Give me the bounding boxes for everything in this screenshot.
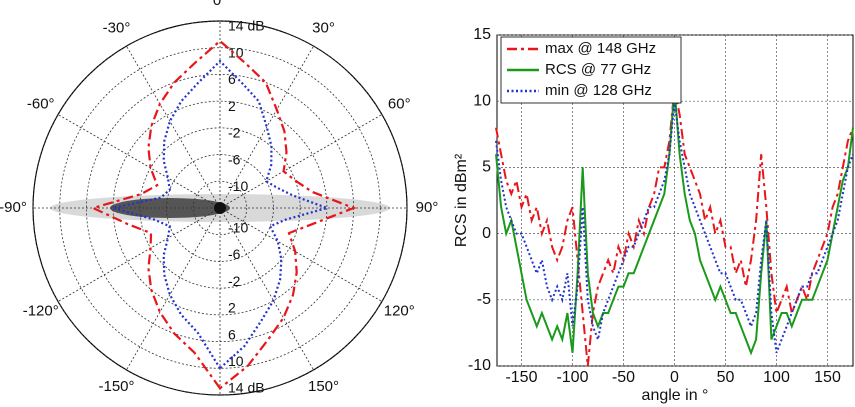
angle-tick-label: -120° bbox=[23, 302, 59, 319]
radial-tick-label: -10 bbox=[228, 178, 248, 194]
radial-tick-label: 10 bbox=[228, 44, 244, 60]
x-tick-label: 150 bbox=[814, 369, 841, 386]
polar-series-line bbox=[89, 39, 357, 390]
polar-chart: 14 dB 14 dB 10 10 6 6 2 2 -2 -2 -6 -6 -10 -10 0° 30° 60°… bbox=[0, 0, 438, 407]
radial-grid-circle bbox=[192, 180, 248, 236]
angle-tick-label: 180° bbox=[204, 406, 235, 407]
radial-tick-label: 2 bbox=[228, 300, 236, 316]
angle-tick-label: 120° bbox=[384, 302, 415, 319]
y-tick-label: -5 bbox=[477, 291, 491, 308]
radial-tick-label: 14 dB bbox=[228, 18, 265, 34]
polar-center bbox=[214, 202, 226, 214]
radial-tick-label: 6 bbox=[228, 71, 236, 87]
legend-label: min @ 128 GHz bbox=[545, 82, 652, 99]
angle-tick-label: 90° bbox=[416, 199, 439, 216]
legend-label: RCS @ 77 GHz bbox=[545, 61, 651, 78]
x-tick-label: -100 bbox=[556, 369, 588, 386]
radial-tick-label: -6 bbox=[228, 151, 241, 167]
angular-grid-line bbox=[57, 114, 221, 209]
angle-tick-label: 60° bbox=[388, 95, 411, 112]
angle-tick-label: -30° bbox=[103, 20, 131, 37]
angular-grid-line bbox=[57, 207, 221, 302]
radial-tick-label: 2 bbox=[228, 98, 236, 114]
angle-tick-label: 150° bbox=[308, 378, 339, 395]
radial-tick-label: 6 bbox=[228, 326, 236, 342]
radial-tick-label: 14 dB bbox=[228, 380, 265, 396]
angle-tick-label: -60° bbox=[27, 95, 55, 112]
y-axis-label: RCS in dBm² bbox=[453, 153, 470, 247]
x-tick-label: -150 bbox=[505, 369, 537, 386]
angle-tick-label: 30° bbox=[312, 20, 335, 37]
x-tick-label: 0 bbox=[670, 369, 679, 386]
angular-grid-line bbox=[219, 207, 383, 302]
x-tick-label: -50 bbox=[612, 369, 635, 386]
radial-tick-label: -10 bbox=[228, 219, 248, 235]
y-tick-label: 10 bbox=[473, 92, 491, 109]
radial-tick-label: -6 bbox=[228, 246, 241, 262]
x-tick-label: 50 bbox=[717, 369, 735, 386]
angular-grid-line bbox=[219, 114, 383, 209]
radial-grid-circle bbox=[112, 100, 328, 316]
y-tick-label: 15 bbox=[473, 26, 491, 43]
radial-tick-label: -2 bbox=[228, 125, 241, 141]
x-axis-label: angle in ° bbox=[642, 387, 709, 404]
x-tick-label: 100 bbox=[763, 369, 790, 386]
y-tick-label: 0 bbox=[482, 225, 491, 242]
angular-grid-line bbox=[219, 207, 314, 371]
angle-tick-label: -90° bbox=[0, 199, 27, 216]
polar-series-line bbox=[112, 59, 331, 371]
angle-tick-label: -150° bbox=[98, 378, 134, 395]
radial-tick-label: -2 bbox=[228, 273, 241, 289]
angle-tick-label: 0° bbox=[213, 0, 227, 9]
radial-tick-label: 10 bbox=[228, 353, 244, 369]
legend-label: max @ 148 GHz bbox=[545, 40, 656, 57]
angular-grid-line bbox=[126, 207, 221, 371]
radial-grid-circle bbox=[32, 20, 408, 396]
y-tick-label: -10 bbox=[468, 357, 491, 374]
y-tick-label: 5 bbox=[482, 159, 491, 176]
angular-grid-line bbox=[126, 45, 221, 209]
angular-grid-line bbox=[219, 45, 314, 209]
